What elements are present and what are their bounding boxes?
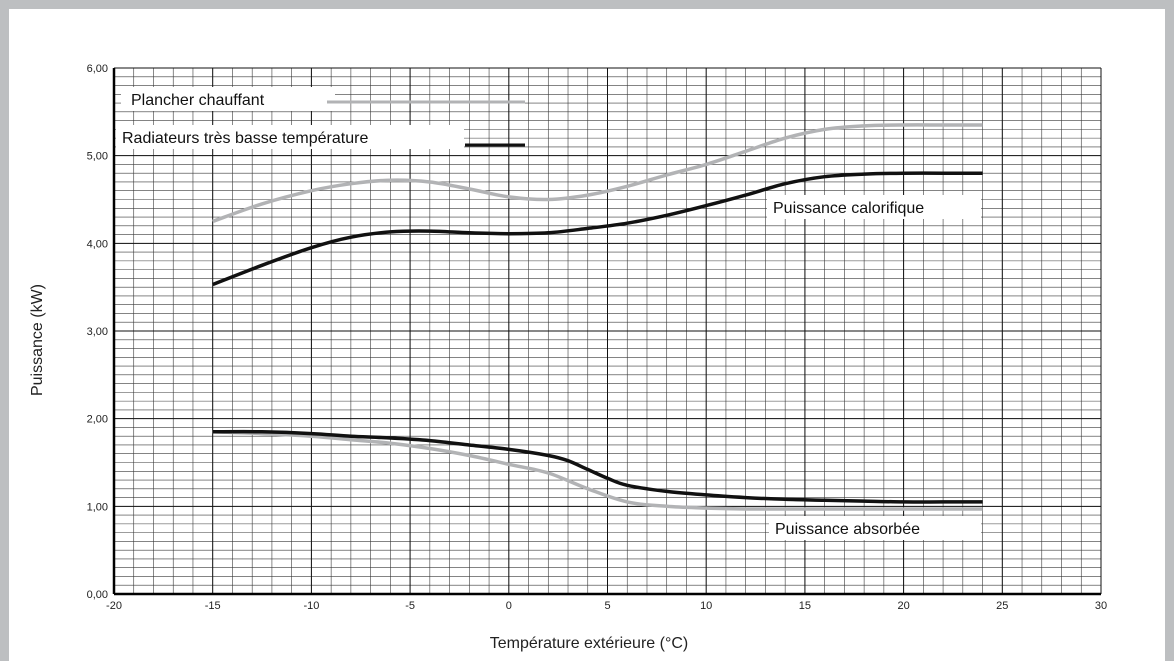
x-tick-label: -5 — [405, 600, 415, 612]
x-tick-label: 30 — [1095, 600, 1107, 612]
y-tick-label: 6,00 — [87, 63, 108, 75]
x-tick-label: 25 — [996, 600, 1008, 612]
series-line-radiateurs-tres-basse-temperature-3 — [212, 429, 983, 504]
x-tick-label: 0 — [506, 600, 512, 612]
x-tick-label: -15 — [205, 600, 221, 612]
y-tick-label: 1,00 — [87, 501, 108, 513]
chart-svg: -20 -15 -10 -5 0 5 10 15 20 25 30 0,00 1,00 2,00 3,00… — [29, 63, 1107, 652]
x-tick-label: 20 — [897, 600, 909, 612]
annotation-puissance-calorifique: Puissance calorifique — [773, 200, 924, 217]
series-line-radiateurs-tres-basse-temperature-1 — [212, 171, 983, 287]
y-tick-label: 5,00 — [87, 151, 108, 163]
legend-label-radiateurs: Radiateurs très basse température — [122, 130, 368, 147]
x-tick-labels: -20 -15 -10 -5 0 5 10 15 20 25 30 — [106, 600, 1107, 612]
x-tick-label: 10 — [700, 600, 712, 612]
y-tick-label: 4,00 — [87, 238, 108, 250]
x-tick-label: 15 — [799, 600, 811, 612]
x-tick-label: -20 — [106, 600, 122, 612]
series-line-plancher-chauffant-2 — [212, 430, 983, 511]
y-axis-title: Puissance (kW) — [29, 284, 46, 396]
x-axis-title: Température extérieure (°C) — [490, 635, 688, 652]
annotations: Puissance calorifique Puissance absorbée — [767, 195, 981, 540]
x-tick-label: 5 — [604, 600, 610, 612]
legend-label-plancher: Plancher chauffant — [131, 92, 265, 109]
axes — [112, 68, 1101, 596]
y-tick-label: 3,00 — [87, 326, 108, 338]
series-lines — [212, 123, 983, 511]
y-tick-labels: 0,00 1,00 2,00 3,00 4,00 5,00 6,00 — [87, 63, 108, 601]
series-line-plancher-chauffant-0 — [212, 123, 983, 224]
x-tick-label: -10 — [303, 600, 319, 612]
y-tick-label: 0,00 — [87, 589, 108, 601]
chart-panel: -20 -15 -10 -5 0 5 10 15 20 25 30 0,00 1,00 2,00 3,00… — [9, 9, 1165, 661]
annotation-puissance-absorbee: Puissance absorbée — [775, 521, 920, 538]
legend: Plancher chauffant Radiateurs très basse… — [116, 87, 525, 149]
y-tick-label: 2,00 — [87, 414, 108, 426]
